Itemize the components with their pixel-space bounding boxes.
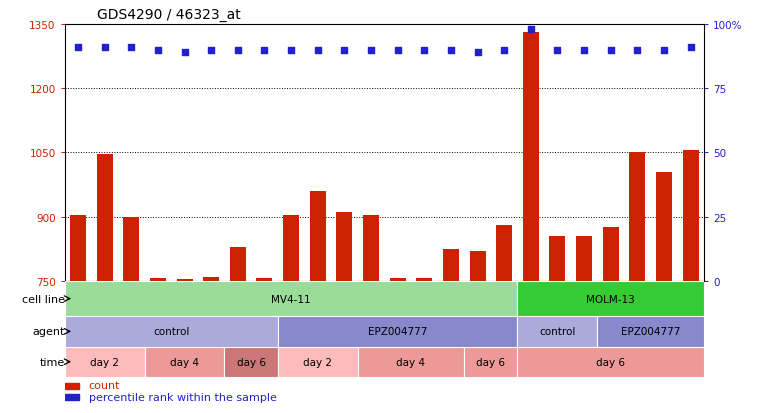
Point [205,47,218,54]
Text: EPZ004777: EPZ004777 [621,327,680,337]
Point [258,47,271,54]
Text: EPZ004777: EPZ004777 [368,327,428,337]
Point [231,47,244,54]
Point [72,45,84,51]
Bar [123,217,139,281]
Text: agent: agent [32,327,65,337]
Bar [310,192,326,281]
Bar [517,316,597,347]
Text: day 6: day 6 [237,357,266,367]
Point [471,50,484,56]
Point [658,47,670,54]
Point [178,50,190,56]
Text: control: control [540,327,575,337]
Bar [65,281,517,316]
Bar [517,347,704,377]
Bar [517,281,704,316]
Bar [97,154,113,281]
Text: percentile rank within the sample: percentile rank within the sample [89,392,276,402]
Point [365,47,377,54]
Bar [358,347,464,377]
Text: day 4: day 4 [396,357,425,367]
Point [631,47,643,54]
Bar [65,383,79,389]
Text: time: time [40,357,65,367]
Point [578,47,590,54]
Point [125,45,137,51]
Point [684,45,696,51]
Bar [256,278,272,281]
Bar [150,278,166,281]
Text: MOLM-13: MOLM-13 [586,294,635,304]
Bar [283,215,299,281]
Point [151,47,164,54]
Point [444,47,457,54]
Bar [603,228,619,281]
Bar [65,347,145,377]
Point [524,26,537,33]
Bar [203,277,219,281]
Point [551,47,563,54]
Point [419,47,431,54]
Bar [496,226,512,281]
Text: cell line: cell line [21,294,65,304]
Point [604,47,616,54]
Text: GDS4290 / 46323_at: GDS4290 / 46323_at [97,8,240,22]
Bar [278,347,358,377]
Bar [629,153,645,281]
Text: day 2: day 2 [90,357,119,367]
Bar [65,394,79,400]
Bar [177,279,193,281]
Text: MV4-11: MV4-11 [271,294,311,304]
Bar [65,316,278,347]
Point [338,47,350,54]
Text: day 6: day 6 [596,357,626,367]
Bar [549,237,565,281]
Bar [416,278,432,281]
Point [498,47,510,54]
Bar [224,347,278,377]
Bar [683,151,699,281]
Text: control: control [153,327,189,337]
Bar [145,347,224,377]
Text: day 6: day 6 [476,357,505,367]
Bar [336,213,352,281]
Point [312,47,324,54]
Point [98,45,111,51]
Bar [278,316,517,347]
Bar [230,247,246,281]
Text: day 2: day 2 [303,357,333,367]
Text: count: count [89,380,120,390]
Point [285,47,297,54]
Bar [443,249,459,281]
Bar [363,215,379,281]
Bar [470,252,486,281]
Bar [70,215,86,281]
Bar [464,347,517,377]
Point [391,47,403,54]
Bar [576,237,592,281]
Bar [597,316,704,347]
Bar [656,172,672,281]
Bar [390,278,406,281]
Bar [523,33,539,281]
Text: day 4: day 4 [170,357,199,367]
